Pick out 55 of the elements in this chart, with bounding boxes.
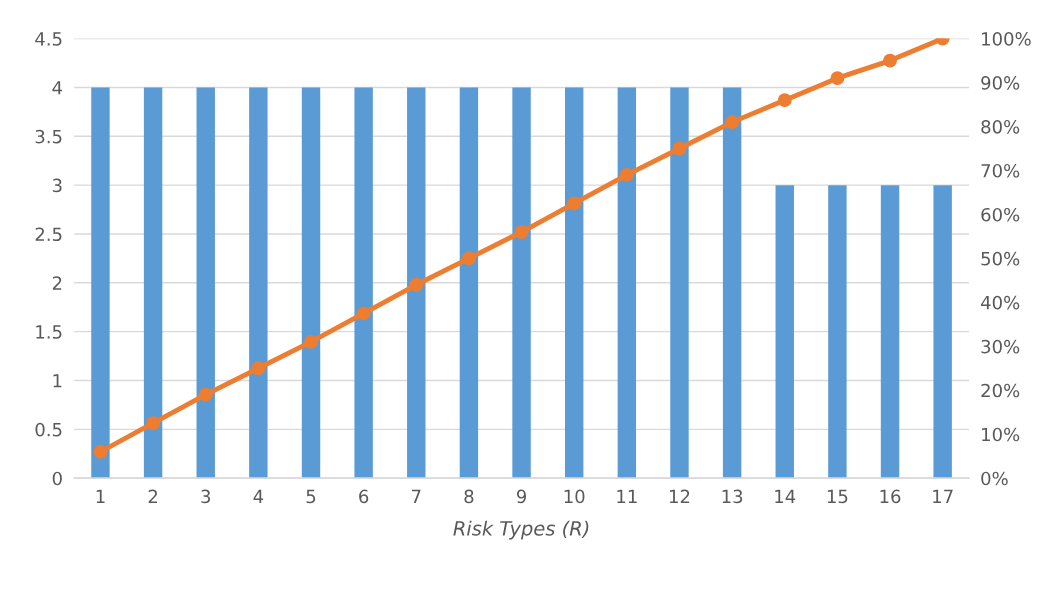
y-tick-label: 0.5 <box>35 422 62 437</box>
x-tick-label: 7 <box>412 489 421 503</box>
y-tick-label: 2 <box>52 276 62 290</box>
x-tick-label: 14 <box>775 489 796 503</box>
y-tick-label: 2.5 <box>35 227 62 242</box>
point <box>198 387 213 402</box>
point <box>461 251 476 266</box>
x-axis-title: Risk Types (R) <box>453 520 589 540</box>
x-tick-label: 3 <box>201 489 211 504</box>
y2-tick-label: 30% <box>981 339 1020 354</box>
y2-tick-label: 20% <box>981 383 1020 398</box>
y-tick-label: 3.5 <box>35 129 62 144</box>
x-tick-label: 9 <box>516 489 527 504</box>
point <box>304 334 318 349</box>
point <box>251 361 266 376</box>
point <box>514 225 529 239</box>
x-tick-label: 10 <box>564 489 585 504</box>
y2-tick-label: 80% <box>981 119 1020 134</box>
point <box>567 196 582 211</box>
y-tick-label: 0 <box>52 471 62 486</box>
x-tick-label: 1 <box>96 489 105 503</box>
y-tick-label: 3 <box>52 178 62 193</box>
x-tick-label: 15 <box>827 489 848 504</box>
y2-tick-label: 10% <box>982 427 1020 442</box>
point <box>93 444 108 459</box>
y-tick-label: 4 <box>52 81 63 95</box>
point <box>619 167 634 182</box>
point <box>883 53 897 68</box>
x-tick-label: 4 <box>253 489 264 503</box>
x-tick-label: 5 <box>306 489 316 504</box>
y2-tick-label: 0% <box>981 471 1008 486</box>
y2-tick-label: 90% <box>981 76 1020 90</box>
point <box>409 277 424 292</box>
point <box>830 71 845 86</box>
x-tick-label: 16 <box>880 489 901 504</box>
point <box>725 115 740 130</box>
x-tick-label: 17 <box>933 489 953 503</box>
y2-tick-label: 70% <box>981 163 1020 178</box>
point <box>777 93 792 108</box>
y2-tick-label: 40% <box>980 295 1020 310</box>
y-tick-label: 1 <box>53 374 62 388</box>
y2-tick-label: 50% <box>981 251 1020 266</box>
point <box>672 141 687 156</box>
point <box>146 416 161 431</box>
x-tick-label: 11 <box>617 489 637 503</box>
x-tick-label: 13 <box>722 489 743 504</box>
point <box>356 306 371 321</box>
x-tick-label: 2 <box>148 489 158 503</box>
x-tick-label: 8 <box>464 489 474 504</box>
y2-tick-label: 60% <box>981 207 1020 222</box>
x-tick-label: 12 <box>669 489 690 503</box>
y2-tick-label: 100% <box>982 32 1031 46</box>
x-tick-label: 6 <box>359 489 369 504</box>
y-tick-label: 1.5 <box>36 325 62 339</box>
y-tick-label: 4.5 <box>35 32 62 46</box>
